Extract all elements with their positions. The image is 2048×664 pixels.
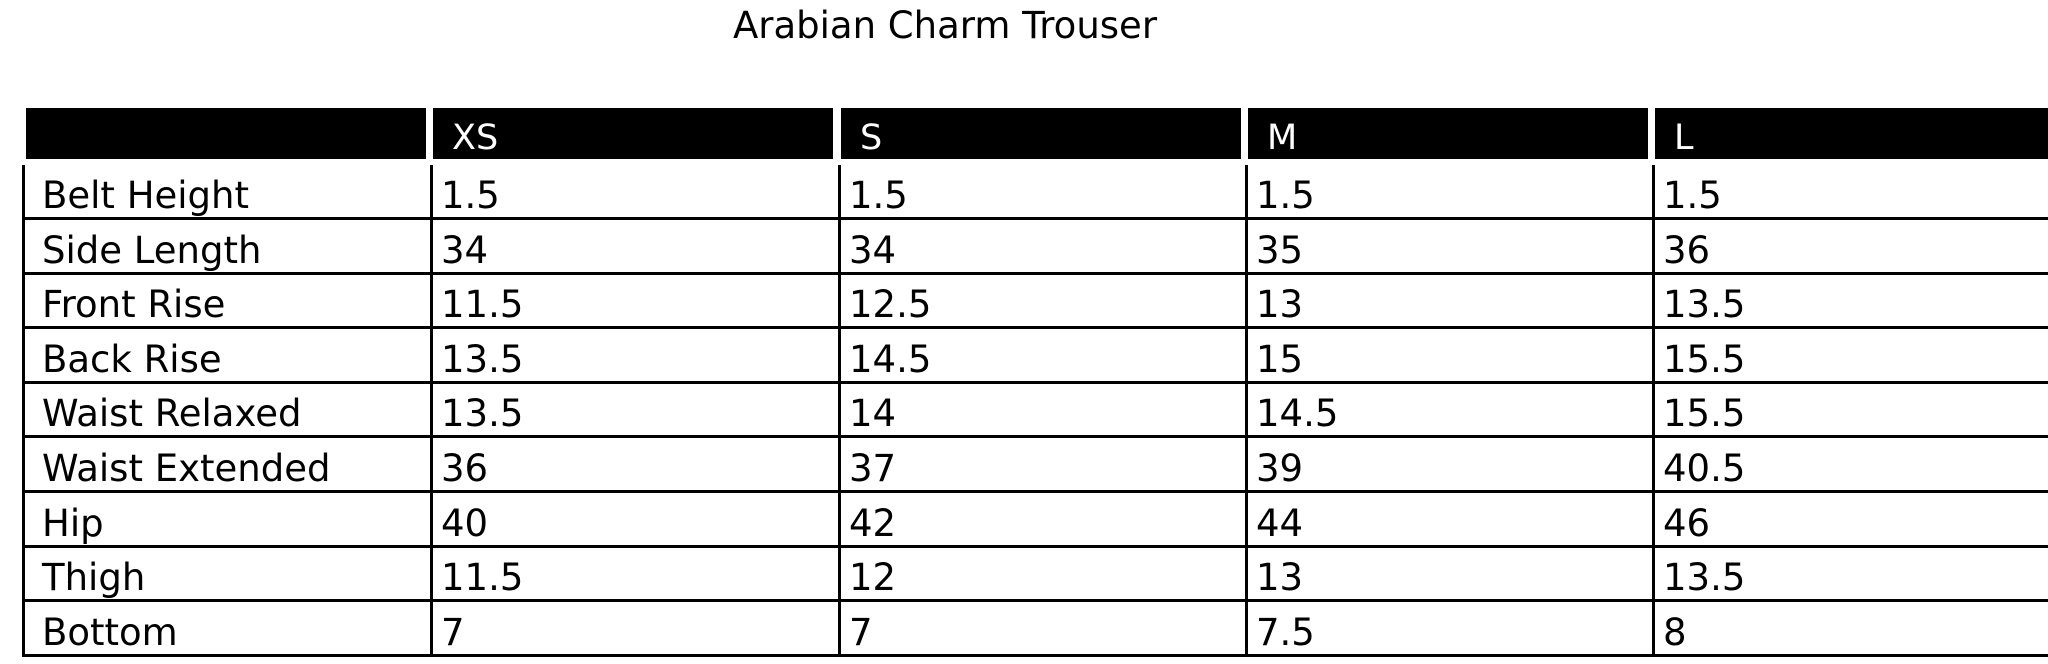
size-value-xs: 13.5 [441,392,524,436]
table-row: Waist Relaxed 13.5 14 14.5 15.5 [22,383,2048,439]
column-divider [22,165,25,657]
size-value-xs: 40 [441,501,489,545]
size-value-m: 44 [1256,501,1304,545]
size-value-s: 1.5 [849,174,908,217]
size-value-xs: 13.5 [441,337,524,381]
size-value-m: 15 [1256,337,1304,381]
row-label: Front Rise [42,283,226,327]
size-value-s: 14 [849,392,897,436]
size-value-s: 34 [849,228,897,272]
table-row: Waist Extended 36 37 39 40.5 [22,438,2048,493]
column-divider [838,165,841,657]
size-value-l: 46 [1663,501,1711,545]
size-value-l: 1.5 [1663,174,1722,217]
size-value-xs: 34 [441,228,489,272]
row-label: Side Length [42,228,262,272]
size-value-l: 40.5 [1663,447,1746,490]
size-value-m: 7.5 [1256,610,1315,654]
size-value-m: 13 [1256,283,1304,327]
size-value-m: 14.5 [1256,392,1339,436]
table-row: Front Rise 11.5 12.5 13 13.5 [22,274,2048,330]
column-header-l: L [1655,108,2048,159]
row-label: Belt Height [42,174,250,217]
size-value-xs: 1.5 [441,174,500,217]
size-value-l: 8 [1663,610,1687,654]
size-value-m: 35 [1256,228,1304,272]
page-title: Arabian Charm Trouser [732,4,1158,47]
size-value-l: 15.5 [1663,392,1746,436]
column-divider [1652,165,1655,657]
size-value-xs: 11.5 [441,556,524,600]
size-value-s: 42 [849,501,897,545]
table-row: Back Rise 13.5 14.5 15 15.5 [22,329,2048,384]
size-value-s: 12.5 [849,283,932,327]
size-value-m: 39 [1256,447,1304,490]
table-row: Side Length 34 34 35 36 [22,220,2048,275]
column-header-xs: XS [433,108,833,159]
table-row: Hip 40 42 44 46 [22,493,2048,548]
row-label: Hip [42,501,104,545]
size-value-xs: 7 [441,610,465,654]
size-value-l: 13.5 [1663,283,1746,327]
size-value-s: 7 [849,610,873,654]
row-label: Back Rise [42,337,222,381]
column-header-blank [26,108,426,159]
size-value-s: 37 [849,447,897,490]
size-value-m: 13 [1256,556,1304,600]
table-row: Thigh 11.5 12 13 13.5 [22,547,2048,603]
size-value-l: 36 [1663,228,1711,272]
column-divider [430,165,433,657]
size-value-l: 13.5 [1663,556,1746,600]
size-value-l: 15.5 [1663,337,1746,381]
column-header-m: M [1248,108,1648,159]
size-value-xs: 36 [441,447,489,490]
row-label: Bottom [42,610,178,654]
size-value-s: 12 [849,556,897,600]
row-label: Thigh [42,556,146,600]
row-label: Waist Relaxed [42,392,302,436]
row-label: Waist Extended [42,447,331,490]
table-row: Bottom 7 7 7.5 8 [22,602,2048,657]
size-value-m: 1.5 [1256,174,1315,217]
column-header-s: S [841,108,1241,159]
table-row: Belt Height 1.5 1.5 1.5 1.5 [22,165,2048,220]
size-value-xs: 11.5 [441,283,524,327]
size-value-s: 14.5 [849,337,932,381]
column-divider [1245,165,1248,657]
